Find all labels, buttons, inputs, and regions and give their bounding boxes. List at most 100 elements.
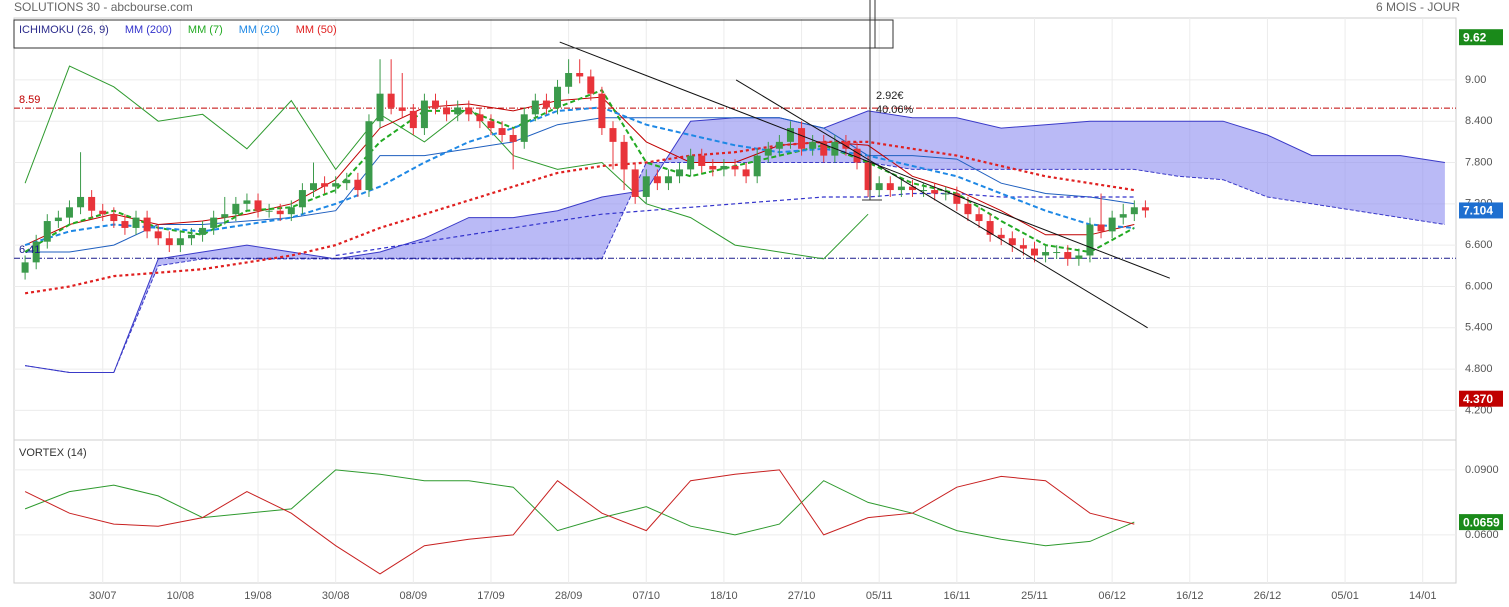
candle-body: [753, 155, 761, 177]
candle-body: [187, 234, 195, 239]
x-tick-label: 08/09: [400, 590, 428, 602]
candle-body: [897, 186, 905, 191]
candle-body: [1053, 252, 1061, 254]
candle-body: [443, 107, 451, 115]
candle-body: [287, 207, 295, 215]
x-tick-label: 05/01: [1331, 590, 1359, 602]
candle-body: [631, 169, 639, 197]
candle-body: [798, 128, 806, 149]
candle-body: [676, 169, 684, 177]
candle-body: [54, 217, 62, 222]
price-badge-label: 9.62: [1463, 30, 1487, 44]
candle-body: [398, 107, 406, 111]
y-tick-label: 6.000: [1465, 280, 1493, 292]
price-badge: [1459, 514, 1503, 531]
x-tick-label: 16/12: [1176, 590, 1204, 602]
vortex-line: [24, 469, 1135, 547]
candle-body: [165, 238, 173, 246]
candle-body: [1075, 255, 1083, 259]
candle-body: [908, 186, 916, 191]
candle-body: [498, 128, 506, 135]
candle-body: [487, 121, 495, 129]
candle-body: [121, 221, 129, 228]
y-tick-label: 0.0600: [1465, 529, 1499, 541]
candle-body: [664, 176, 672, 184]
x-tick-label: 30/08: [322, 590, 350, 602]
candle-body: [598, 93, 606, 129]
y-tick-label: 4.200: [1465, 404, 1493, 416]
candle-body: [554, 86, 562, 108]
candle-body: [132, 217, 140, 228]
candle-body: [875, 183, 883, 191]
candle-body: [332, 183, 340, 187]
legend-entry: MM (200): [125, 24, 172, 36]
candle-body: [154, 231, 162, 239]
candle-body: [276, 210, 284, 215]
candle-body: [687, 155, 695, 170]
kijun-line: [25, 117, 1135, 253]
candle-body: [143, 217, 151, 232]
price-badge-label: 0.0659: [1463, 515, 1500, 529]
candle-body: [609, 128, 617, 142]
legend-entry: MM (7): [188, 24, 223, 36]
price-badge: [1459, 29, 1503, 46]
legend-entry: ICHIMOKU (26, 9): [19, 24, 109, 36]
candle-body: [176, 238, 184, 246]
price-badge-label: 4.370: [1463, 392, 1493, 406]
candle-body: [953, 193, 961, 204]
x-tick-label: 17/09: [477, 590, 505, 602]
x-tick-label: 19/08: [244, 590, 272, 602]
trendline: [735, 79, 1148, 329]
moving-average-line: [24, 140, 1135, 295]
candle-body: [65, 207, 73, 218]
candle-body: [110, 214, 118, 222]
candle-body: [809, 141, 817, 149]
price-badge: [1459, 390, 1503, 407]
candle-body: [720, 165, 728, 170]
candle-body: [298, 190, 306, 208]
candle-body: [531, 100, 539, 115]
candle-body: [376, 93, 384, 122]
y-tick-label: 4.800: [1465, 363, 1493, 375]
candle-body: [232, 203, 240, 215]
candle-body: [731, 165, 739, 170]
measure-amount: 2.92€: [876, 90, 904, 102]
candle-body: [786, 128, 794, 142]
candle-body: [920, 190, 928, 192]
candle-body: [1130, 207, 1138, 215]
legend-entry: MM (20): [239, 24, 280, 36]
candle-body: [542, 100, 550, 108]
candle-body: [964, 203, 972, 215]
legend-box: [13, 19, 894, 49]
page-title: SOLUTIONS 30 - abcbourse.com: [14, 0, 193, 14]
candle-body: [698, 155, 706, 166]
candle-body: [254, 200, 262, 211]
level-label: 6.41: [19, 244, 40, 256]
candle-body: [265, 210, 273, 212]
span-b-line: [25, 162, 1445, 373]
level-label: 8.59: [19, 94, 40, 106]
x-tick-label: 14/01: [1409, 590, 1437, 602]
x-tick-label: 10/08: [167, 590, 195, 602]
candle-body: [886, 183, 894, 191]
y-tick-label: 7.800: [1465, 156, 1493, 168]
candle-body: [1008, 238, 1016, 246]
candle-body: [1086, 224, 1094, 256]
candle-body: [321, 183, 329, 187]
vortex-line: [24, 469, 1135, 575]
y-tick-label: 6.600: [1465, 239, 1493, 251]
x-tick-label: 07/10: [632, 590, 660, 602]
legend-entry: MM (50): [296, 24, 337, 36]
plot: [14, 41, 1456, 575]
moving-average-line: [335, 192, 1135, 257]
candle-body: [1108, 217, 1116, 232]
candle-body: [1064, 252, 1072, 259]
trendline: [559, 41, 1170, 279]
x-tick-label: 28/09: [555, 590, 583, 602]
panel-frame: [13, 17, 1457, 584]
candle-body: [931, 190, 939, 194]
candle-body: [764, 148, 772, 156]
candle-body: [1119, 214, 1127, 218]
grid: [14, 18, 1456, 583]
candle-body: [853, 148, 861, 163]
